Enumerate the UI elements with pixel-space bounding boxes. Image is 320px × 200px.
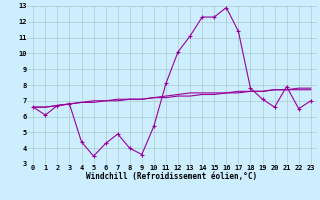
X-axis label: Windchill (Refroidissement éolien,°C): Windchill (Refroidissement éolien,°C) [86, 172, 258, 181]
